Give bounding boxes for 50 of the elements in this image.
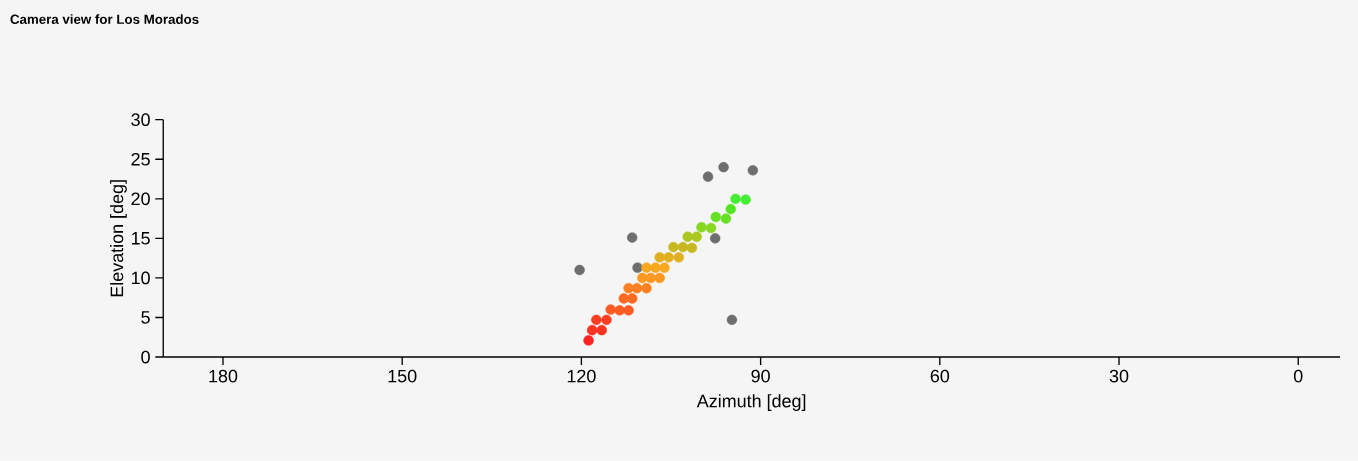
x-tick-label: 150	[388, 369, 417, 383]
point	[677, 242, 689, 253]
point	[659, 262, 670, 273]
point	[747, 165, 759, 176]
point	[626, 232, 638, 243]
point	[586, 325, 598, 336]
x-tick-label: 90	[751, 369, 770, 383]
point	[720, 213, 732, 224]
point	[583, 335, 594, 346]
point	[705, 223, 717, 234]
point	[740, 194, 751, 205]
point	[654, 272, 665, 284]
y-tick-label: 25	[131, 153, 150, 166]
x-tick-label: 120	[567, 369, 596, 383]
point	[641, 262, 652, 273]
point	[623, 305, 634, 316]
x-tick-label: 0	[1293, 369, 1303, 383]
point	[632, 262, 643, 273]
point	[631, 283, 643, 294]
point	[702, 171, 714, 182]
y-tick-label: 30	[131, 113, 150, 127]
point	[691, 231, 702, 243]
point	[591, 314, 602, 326]
point	[601, 314, 612, 326]
point	[686, 242, 698, 254]
point	[641, 283, 652, 294]
y-tick-label: 0	[141, 350, 150, 364]
x-tick-label: 30	[1109, 369, 1129, 383]
y-tick-label: 15	[131, 232, 150, 245]
point	[663, 252, 674, 263]
x-tick-label: 180	[209, 369, 238, 383]
point	[726, 314, 738, 326]
point	[696, 222, 707, 233]
point	[650, 262, 661, 273]
y-tick-label: 10	[131, 271, 150, 285]
point	[710, 211, 721, 223]
point	[730, 193, 741, 205]
point	[673, 252, 684, 263]
chart-title: Camera view for Los Morados	[10, 14, 199, 25]
point	[668, 242, 679, 253]
y-axis-title: Elevation [deg]	[110, 180, 127, 297]
point	[574, 264, 585, 276]
point	[725, 204, 736, 215]
x-tick-label: 60	[930, 369, 950, 383]
point	[718, 162, 729, 173]
point	[710, 233, 721, 244]
y-tick-label: 20	[131, 192, 150, 206]
y-tick-label: 5	[141, 311, 150, 324]
x-axis-title: Azimuth [deg]	[696, 394, 806, 412]
point	[596, 325, 607, 336]
